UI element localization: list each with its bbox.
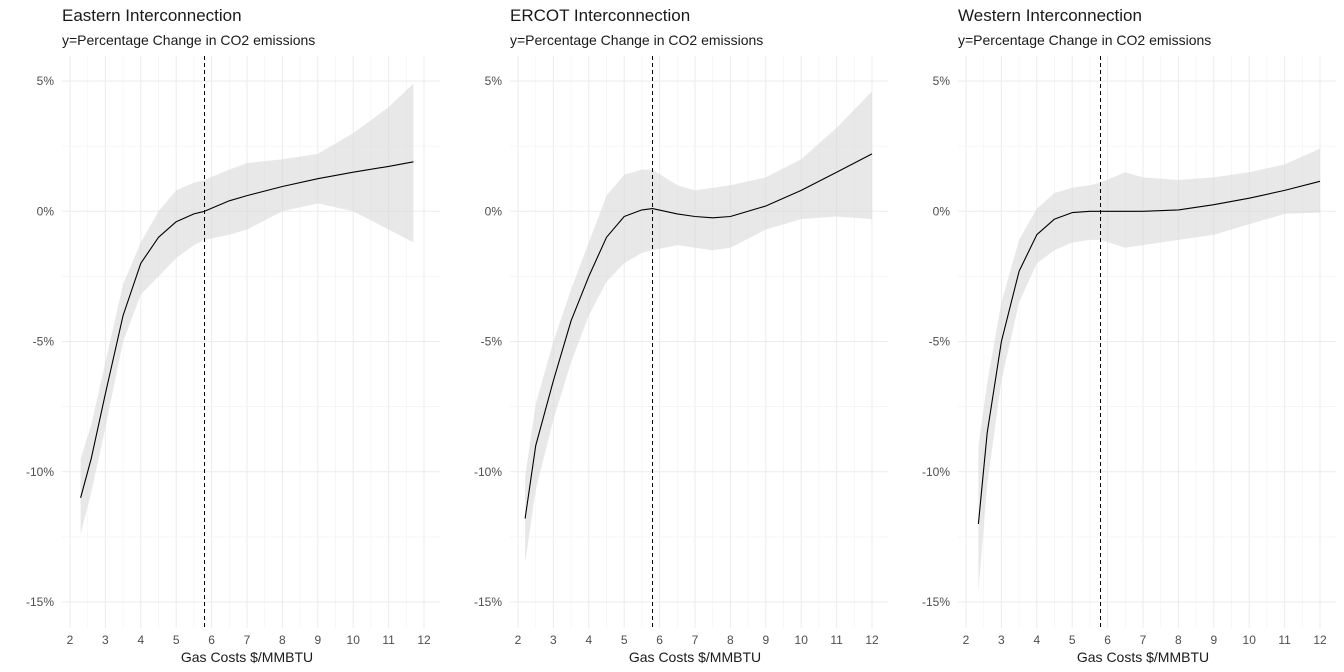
x-tick-label: 7 xyxy=(692,633,699,647)
x-tick-label: 2 xyxy=(963,633,970,647)
x-tick-label: 11 xyxy=(830,633,843,647)
y-tick-label: 0% xyxy=(37,204,55,218)
x-tick-label: 12 xyxy=(865,633,879,647)
smooth-line xyxy=(80,161,414,498)
y-tick-label: -15% xyxy=(26,595,54,609)
confidence-band xyxy=(525,91,872,563)
x-tick-label: 3 xyxy=(550,633,557,647)
panel-title: Eastern Interconnection xyxy=(62,6,242,25)
y-tick-label: 0% xyxy=(933,204,951,218)
x-tick-label: 10 xyxy=(347,633,361,647)
x-axis-title: Gas Costs $/MMBTU xyxy=(629,649,761,665)
x-tick-label: 11 xyxy=(1278,633,1291,647)
eastern-panel: Eastern Interconnection y=Percentage Cha… xyxy=(0,0,448,672)
eastern-plot: 5% 0% -5% -10% -15% 2 3 4 5 6 7 8 9 10 11 12 Gas Costs $… xyxy=(26,56,440,665)
x-tick-label: 5 xyxy=(173,633,180,647)
x-tick-label: 9 xyxy=(762,633,769,647)
y-tick-label: 5% xyxy=(37,74,55,88)
x-tick-label: 7 xyxy=(1140,633,1147,647)
panel-title: ERCOT Interconnection xyxy=(510,6,691,25)
confidence-band xyxy=(978,148,1320,592)
confidence-band xyxy=(80,83,414,535)
x-tick-label: 11 xyxy=(382,633,395,647)
panel-title: Western Interconnection xyxy=(958,6,1142,25)
y-tick-label: -15% xyxy=(922,595,950,609)
x-tick-label: 9 xyxy=(314,633,321,647)
smooth-line xyxy=(977,180,1321,524)
x-tick-label: 5 xyxy=(621,633,628,647)
x-tick-label: 4 xyxy=(137,633,144,647)
x-tick-label: 2 xyxy=(67,633,74,647)
x-tick-label: 10 xyxy=(1243,633,1257,647)
x-axis-title: Gas Costs $/MMBTU xyxy=(1077,649,1209,665)
y-tick-label: -5% xyxy=(33,335,55,349)
western-panel: Western Interconnection y=Percentage Cha… xyxy=(896,0,1344,672)
y-tick-label: -10% xyxy=(474,465,502,479)
smooth-line xyxy=(524,153,873,519)
y-tick-label: 5% xyxy=(933,74,951,88)
x-tick-label: 5 xyxy=(1069,633,1076,647)
x-tick-label: 7 xyxy=(244,633,251,647)
y-tick-label: -5% xyxy=(481,335,503,349)
x-tick-label: 8 xyxy=(727,633,734,647)
x-tick-label: 2 xyxy=(515,633,522,647)
x-tick-label: 6 xyxy=(1104,633,1111,647)
ercot-panel: ERCOT Interconnection y=Percentage Chang… xyxy=(448,0,896,672)
x-tick-label: 8 xyxy=(279,633,286,647)
y-tick-label: -5% xyxy=(929,335,951,349)
y-tick-label: 0% xyxy=(485,204,503,218)
x-tick-label: 4 xyxy=(585,633,592,647)
y-tick-label: -10% xyxy=(922,465,950,479)
y-tick-label: -15% xyxy=(474,595,502,609)
x-tick-label: 10 xyxy=(795,633,809,647)
x-tick-label: 12 xyxy=(1313,633,1327,647)
x-tick-label: 6 xyxy=(208,633,215,647)
x-tick-label: 8 xyxy=(1175,633,1182,647)
x-tick-label: 6 xyxy=(656,633,663,647)
y-tick-label: -10% xyxy=(26,465,54,479)
panel-subtitle: y=Percentage Change in CO2 emissions xyxy=(62,32,316,48)
x-tick-label: 9 xyxy=(1210,633,1217,647)
ercot-plot: 5% 0% -5% -10% -15% 2 3 4 5 6 7 8 9 10 11 12 Gas Costs $… xyxy=(474,56,888,665)
x-axis-title: Gas Costs $/MMBTU xyxy=(181,649,313,665)
y-tick-label: 5% xyxy=(485,74,503,88)
x-tick-label: 12 xyxy=(417,633,431,647)
x-tick-label: 3 xyxy=(102,633,109,647)
panel-subtitle: y=Percentage Change in CO2 emissions xyxy=(958,32,1212,48)
x-tick-label: 4 xyxy=(1033,633,1040,647)
panel-subtitle: y=Percentage Change in CO2 emissions xyxy=(510,32,764,48)
western-plot: 5% 0% -5% -10% -15% 2 3 4 5 6 7 8 9 10 11 12 Gas Costs $… xyxy=(922,56,1336,665)
x-tick-label: 3 xyxy=(998,633,1005,647)
